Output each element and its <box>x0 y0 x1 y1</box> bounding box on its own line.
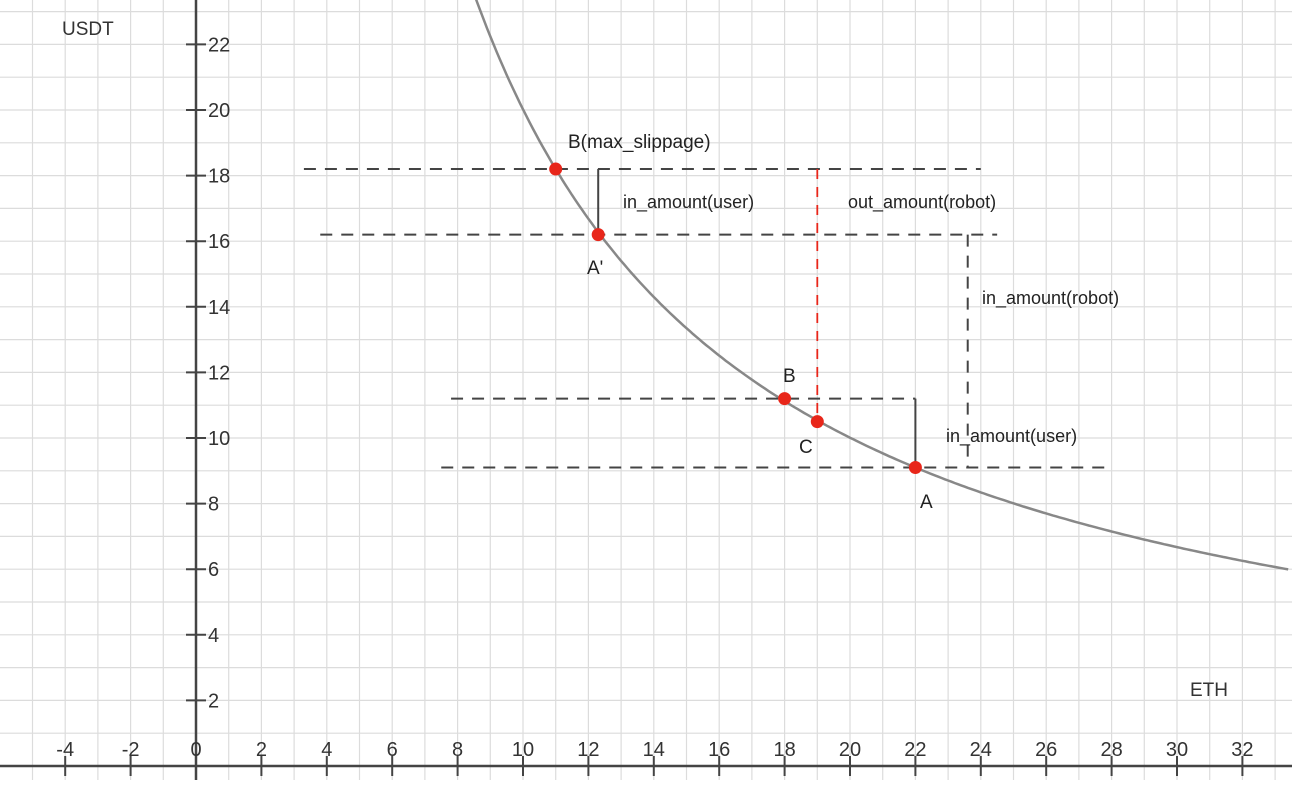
x-tick-label: 2 <box>256 739 267 761</box>
x-tick-label: 16 <box>708 739 730 761</box>
y-tick-label: 6 <box>208 559 219 581</box>
x-tick-label: 14 <box>643 739 665 761</box>
y-axis-title: USDT <box>62 19 114 40</box>
point-label-b-max-slippage: B(max_slippage) <box>568 132 711 153</box>
annotation-in-amount-user-top: in_amount(user) <box>623 192 754 213</box>
point-label-c: C <box>799 437 813 458</box>
point-label-a-prime: A' <box>587 258 603 279</box>
x-axis-title: ETH <box>1190 680 1228 701</box>
x-tick-label: 6 <box>387 739 398 761</box>
point-c <box>810 415 824 429</box>
guide-lines <box>303 168 1112 469</box>
point-a <box>908 461 922 475</box>
point-b <box>778 392 792 406</box>
point-b-max <box>549 162 563 176</box>
point-label-b: B <box>783 366 796 387</box>
y-tick-label: 12 <box>208 362 230 384</box>
x-tick-label: 30 <box>1166 739 1188 761</box>
tick-marks <box>64 43 1244 776</box>
y-tick-label: 16 <box>208 231 230 253</box>
y-tick-label: 4 <box>208 625 219 647</box>
y-tick-label: 2 <box>208 690 219 712</box>
tick-labels: -4 -2 0 2 4 6 8 10 12 14 16 18 20 22 24 26 28 30 322468101… <box>56 34 1253 761</box>
x-tick-label: 10 <box>512 739 534 761</box>
points <box>549 162 922 475</box>
y-tick-label: 14 <box>208 297 230 319</box>
x-tick-label: 0 <box>190 739 201 761</box>
x-tick-label: 8 <box>452 739 463 761</box>
x-tick-label: 22 <box>904 739 926 761</box>
y-tick-label: 20 <box>208 100 230 122</box>
x-tick-label: -2 <box>122 739 140 761</box>
x-tick-label: 12 <box>577 739 599 761</box>
annotation-in-amount-user-bottom: in_amount(user) <box>946 426 1077 447</box>
y-tick-label: 22 <box>208 34 230 56</box>
x-tick-label: 26 <box>1035 739 1057 761</box>
x-tick-label: 20 <box>839 739 861 761</box>
x-tick-label: 28 <box>1100 739 1122 761</box>
point-a-prime <box>591 228 605 242</box>
x-tick-label: -4 <box>56 739 74 761</box>
point-label-a: A <box>920 492 933 513</box>
x-tick-label: 4 <box>321 739 332 761</box>
y-tick-label: 8 <box>208 494 219 516</box>
x-tick-label: 18 <box>773 739 795 761</box>
annotation-in-amount-robot: in_amount(robot) <box>982 288 1119 309</box>
bonding-curve <box>474 0 1289 571</box>
x-tick-label: 32 <box>1231 739 1253 761</box>
y-tick-label: 10 <box>208 428 230 450</box>
x-tick-label: 24 <box>970 739 992 761</box>
annotation-out-amount-robot: out_amount(robot) <box>848 192 996 213</box>
y-tick-label: 18 <box>208 166 230 188</box>
